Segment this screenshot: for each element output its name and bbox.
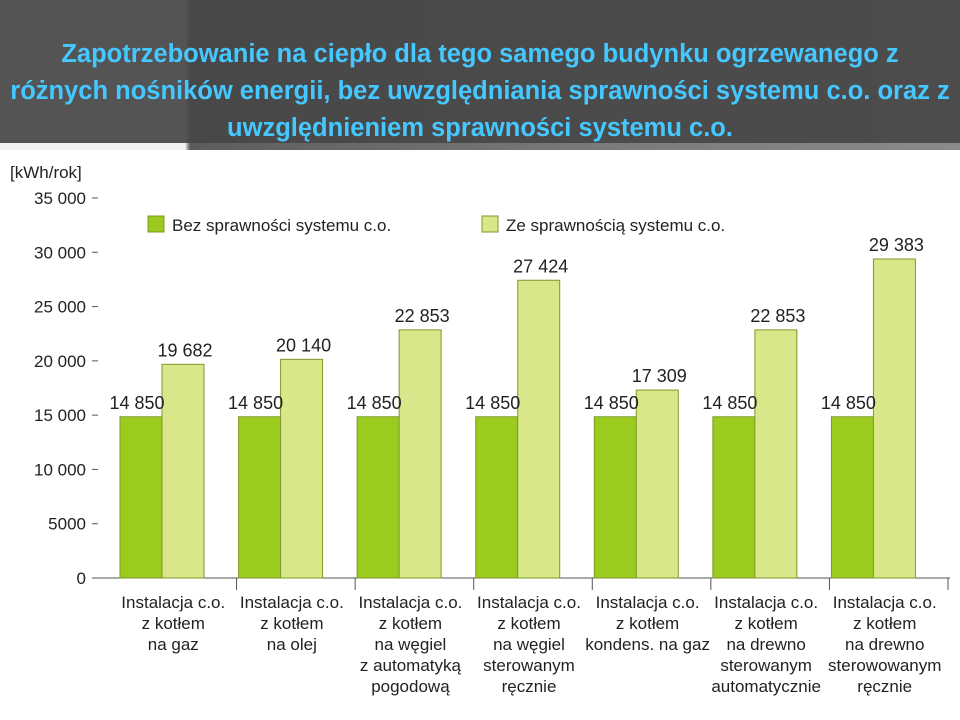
data-label: 19 682 <box>157 340 212 360</box>
legend-swatch <box>481 215 499 233</box>
bar-bez-sprawnosci <box>593 416 637 579</box>
bar-ze-sprawnoscia <box>280 358 324 579</box>
category-label: Instalacja c.o. z kotłem na gaz <box>121 593 225 654</box>
x-axis <box>98 577 950 590</box>
y-axis-ticks: 0 5000 10 000 15 000 20 000 25 000 30 000 35 00… <box>34 189 98 588</box>
category-label: Instalacja c.o. z kotłem na węgiel sterowan… <box>477 593 581 696</box>
category-label: Instalacja c.o. z kotłem na drewno sterowow… <box>828 593 941 696</box>
category-label-line: z kotłem <box>142 614 205 633</box>
category-label-line: ręcznie <box>502 677 557 696</box>
y-tick-label: 25 000 <box>34 298 86 317</box>
category-label-line: na drewno <box>845 635 924 654</box>
category-label-line: Instalacja c.o. <box>714 593 818 612</box>
bar-bez-sprawnosci <box>475 416 519 579</box>
category-label-line: sterowanym <box>483 656 575 675</box>
y-tick-label: 30 000 <box>34 243 86 262</box>
legend-swatch <box>147 215 165 233</box>
category-label-line: Instalacja c.o. <box>358 593 462 612</box>
category-label-line: z kotłem <box>260 614 323 633</box>
category-label-line: z automatyką <box>360 656 462 675</box>
y-tick-label: 20 000 <box>34 352 86 371</box>
data-label: 17 309 <box>632 366 687 386</box>
category-label-line: Instalacja c.o. <box>240 593 344 612</box>
bar-ze-sprawnoscia <box>517 279 561 579</box>
category-label-line: Instalacja c.o. <box>596 593 700 612</box>
data-labels: 14 850 19 682 14 850 20 140 14 850 22 853 14 8… <box>109 235 923 413</box>
category-label-line: na gaz <box>148 635 199 654</box>
category-label-line: z kotłem <box>734 614 797 633</box>
bar-bez-sprawnosci <box>356 416 400 579</box>
y-axis-label: [kWh/rok] <box>10 163 82 182</box>
data-label: 22 853 <box>395 306 450 326</box>
category-label-line: sterowanym <box>720 656 812 675</box>
category-label-line: na węgiel <box>375 635 447 654</box>
data-label: 14 850 <box>347 393 402 413</box>
category-label-line: na węgiel <box>493 635 565 654</box>
data-label: 14 850 <box>821 393 876 413</box>
category-label-line: na olej <box>267 635 317 654</box>
title-bar: Zapotrzebowanie na ciepło dla tego sameg… <box>0 0 960 143</box>
category-label-line: automatycznie <box>711 677 821 696</box>
category-label-line: na drewno <box>726 635 805 654</box>
category-label-line: Instalacja c.o. <box>477 593 581 612</box>
y-tick-label: 0 <box>77 569 86 588</box>
y-tick-label: 15 000 <box>34 406 86 425</box>
chart-legend: Bez sprawności systemu c.o. Ze sprawności… <box>147 215 725 235</box>
category-label-line: Instalacja c.o. <box>833 593 937 612</box>
bar-ze-sprawnoscia <box>754 329 798 579</box>
legend-label: Bez sprawności systemu c.o. <box>172 216 391 235</box>
category-label-line: z kotłem <box>497 614 560 633</box>
bar-chart: [kWh/rok] 0 5000 10 000 15 000 20 000 25 000 3… <box>10 163 950 696</box>
category-label-line: z kotłem <box>616 614 679 633</box>
category-label-line: z kotłem <box>379 614 442 633</box>
y-tick-label: 10 000 <box>34 460 86 479</box>
bar-ze-sprawnoscia <box>635 389 679 579</box>
category-label: Instalacja c.o. z kotłem kondens. na gaz <box>585 593 710 654</box>
category-label-line: sterowowanym <box>828 656 941 675</box>
bar-bez-sprawnosci <box>238 416 282 579</box>
category-labels: Instalacja c.o. z kotłem na gazInstalacja … <box>121 593 941 696</box>
bar-bez-sprawnosci <box>712 416 756 579</box>
category-label: Instalacja c.o. z kotłem na węgiel z automa… <box>358 593 462 696</box>
category-label-line: z kotłem <box>853 614 916 633</box>
y-tick-label: 35 000 <box>34 189 86 208</box>
category-label-line: pogodową <box>371 677 450 696</box>
data-label: 22 853 <box>750 306 805 326</box>
bars <box>119 258 916 579</box>
data-label: 29 383 <box>869 235 924 255</box>
data-label: 14 850 <box>702 393 757 413</box>
bar-bez-sprawnosci <box>830 416 874 579</box>
category-label-line: ręcznie <box>857 677 912 696</box>
bar-ze-sprawnoscia <box>398 329 442 579</box>
slide-title: Zapotrzebowanie na ciepło dla tego sameg… <box>10 40 950 142</box>
legend-label: Ze sprawnością systemu c.o. <box>506 216 725 235</box>
bar-bez-sprawnosci <box>119 416 163 579</box>
y-tick-label: 5000 <box>48 515 86 534</box>
category-label-line: Instalacja c.o. <box>121 593 225 612</box>
data-label: 27 424 <box>513 256 568 276</box>
data-label: 14 850 <box>228 393 283 413</box>
bar-ze-sprawnoscia <box>161 363 205 579</box>
data-label: 14 850 <box>109 393 164 413</box>
category-label: Instalacja c.o. z kotłem na drewno sterowan… <box>711 593 821 696</box>
data-label: 14 850 <box>584 393 639 413</box>
data-label: 14 850 <box>465 393 520 413</box>
category-label-line: kondens. na gaz <box>585 635 710 654</box>
bar-ze-sprawnoscia <box>872 258 916 579</box>
category-label: Instalacja c.o. z kotłem na olej <box>240 593 344 654</box>
data-label: 20 140 <box>276 335 331 355</box>
